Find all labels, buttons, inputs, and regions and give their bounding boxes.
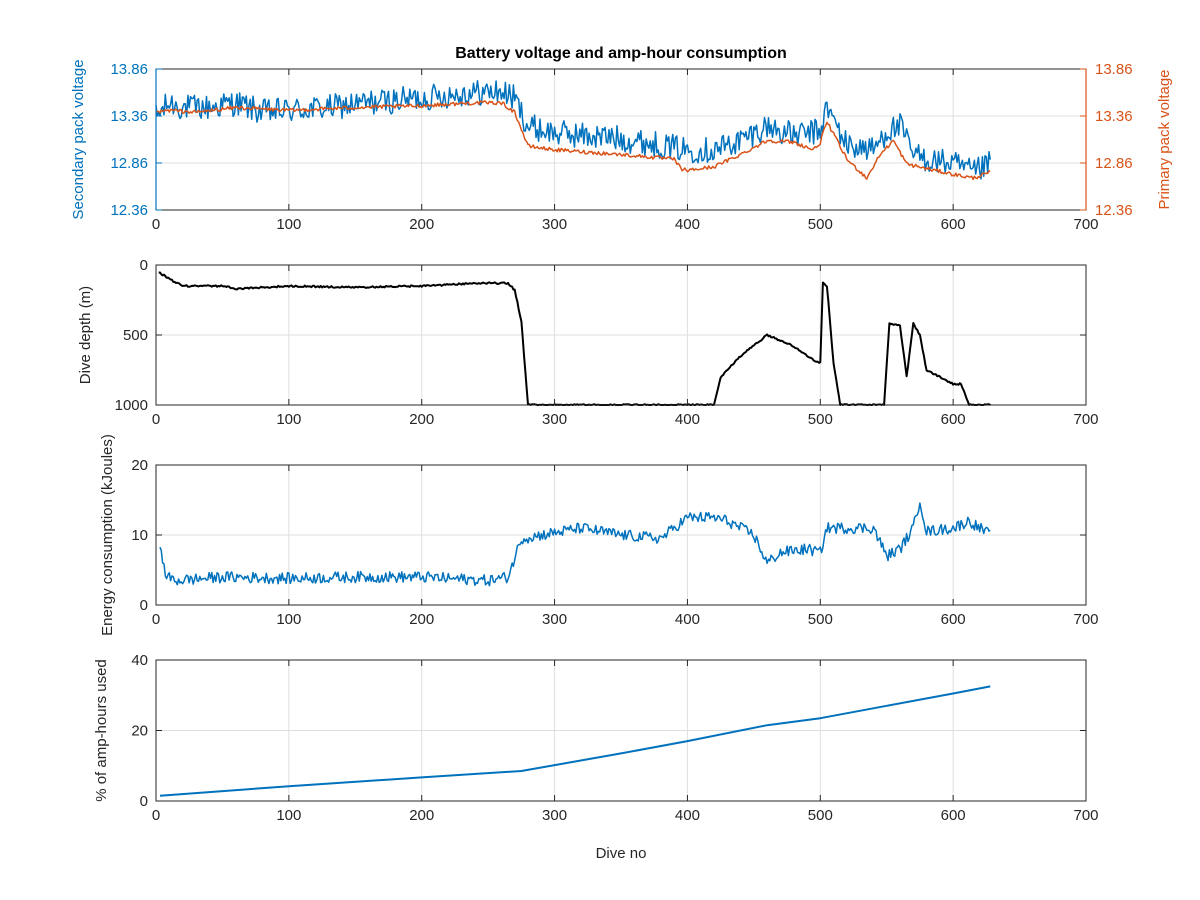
x-tick-label: 400 bbox=[675, 411, 700, 428]
y-tick-label: 13.86 bbox=[110, 61, 148, 78]
x-tick-label: 700 bbox=[1073, 611, 1098, 628]
x-tick-label: 500 bbox=[808, 807, 833, 824]
x-tick-label: 200 bbox=[409, 216, 434, 233]
x-tick-label: 600 bbox=[941, 411, 966, 428]
subplot-3: 0 100 200 300 400 500 600 700 0 10 20 Energy consum… bbox=[99, 434, 1099, 636]
x-tick-label: 600 bbox=[941, 216, 966, 233]
x-tick-label: 600 bbox=[941, 611, 966, 628]
y-tick-label: 13.36 bbox=[110, 108, 148, 125]
y-tick-label: 20 bbox=[131, 457, 148, 474]
x-tick-label: 100 bbox=[276, 216, 301, 233]
y-tick-label: 500 bbox=[123, 327, 148, 344]
x-tick-label: 0 bbox=[152, 411, 160, 428]
x-tick-label: 300 bbox=[542, 611, 567, 628]
y-axis-label: % of amp-hours used bbox=[93, 659, 110, 802]
x-tick-label: 600 bbox=[941, 807, 966, 824]
x-tick-label: 300 bbox=[542, 411, 567, 428]
y-tick-label: 20 bbox=[131, 723, 148, 740]
y-right-tick-label: 12.86 bbox=[1095, 155, 1133, 172]
series-line-1 bbox=[159, 685, 991, 797]
y-tick-label: 12.86 bbox=[110, 155, 148, 172]
x-tick-label: 0 bbox=[152, 216, 160, 233]
y-tick-label: 12.36 bbox=[110, 202, 148, 219]
y-tick-label: 40 bbox=[131, 652, 148, 669]
x-tick-label: 700 bbox=[1073, 411, 1098, 428]
x-tick-label: 500 bbox=[808, 411, 833, 428]
x-tick-label: 300 bbox=[542, 216, 567, 233]
series-line-2-right-axis bbox=[155, 100, 991, 181]
y-tick-label: 0 bbox=[140, 597, 148, 614]
x-tick-label: 0 bbox=[152, 611, 160, 628]
x-tick-label: 300 bbox=[542, 807, 567, 824]
y-tick-label: 0 bbox=[140, 793, 148, 810]
subplot-1: 0 100 200 300 400 500 600 70012.3612.8613.3613.… bbox=[70, 59, 1173, 233]
series-line-1 bbox=[159, 502, 991, 587]
subplot-panels: 0 100 200 300 400 500 600 70012.3612.8613.3613.… bbox=[70, 59, 1173, 824]
y-axis-label: Energy consumption (kJoules) bbox=[99, 434, 116, 636]
x-tick-label: 700 bbox=[1073, 216, 1098, 233]
x-tick-label: 400 bbox=[675, 807, 700, 824]
x-tick-label: 100 bbox=[276, 411, 301, 428]
y-tick-label: 1000 bbox=[115, 397, 148, 414]
x-tick-label: 0 bbox=[152, 807, 160, 824]
x-tick-label: 200 bbox=[409, 807, 434, 824]
x-tick-label: 500 bbox=[808, 611, 833, 628]
x-tick-label: 500 bbox=[808, 216, 833, 233]
x-tick-label: 200 bbox=[409, 411, 434, 428]
subplot-4: 0 100 200 300 400 500 600 700 0 20 40 % of amp-hour… bbox=[93, 652, 1099, 824]
y-right-tick-label: 13.86 bbox=[1095, 61, 1133, 78]
y-axis-label-right: Primary pack voltage bbox=[1156, 69, 1173, 209]
x-tick-label: 100 bbox=[276, 807, 301, 824]
series-line-1 bbox=[155, 79, 992, 180]
figure-title: Battery voltage and amp-hour consumption bbox=[455, 45, 787, 62]
x-tick-label: 400 bbox=[675, 611, 700, 628]
y-axis-label: Dive depth (m) bbox=[77, 286, 94, 384]
x-axis-label: Dive no bbox=[596, 845, 647, 862]
x-tick-label: 400 bbox=[675, 216, 700, 233]
y-axis-label: Secondary pack voltage bbox=[70, 59, 87, 219]
y-tick-label: 10 bbox=[131, 527, 148, 544]
y-right-tick-label: 12.36 bbox=[1095, 202, 1133, 219]
x-tick-label: 700 bbox=[1073, 807, 1098, 824]
y-tick-label: 0 bbox=[140, 257, 148, 274]
subplot-2: 0 100 200 300 400 500 600 700 0 500 1000 Dive depth… bbox=[77, 257, 1099, 428]
x-tick-label: 200 bbox=[409, 611, 434, 628]
x-tick-label: 100 bbox=[276, 611, 301, 628]
y-right-tick-label: 13.36 bbox=[1095, 108, 1133, 125]
